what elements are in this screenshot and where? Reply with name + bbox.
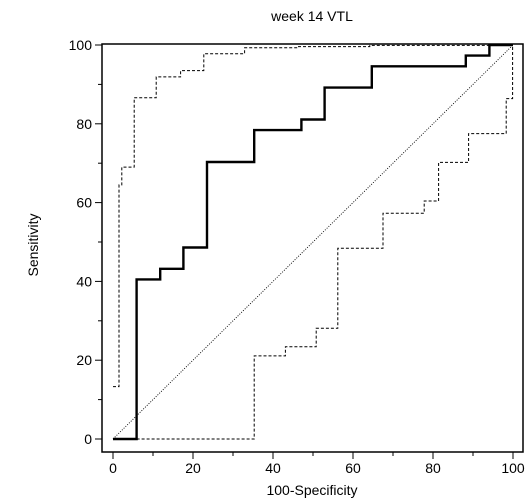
diagonal-reference-line <box>112 44 514 440</box>
y-tick-label: 0 <box>84 431 92 447</box>
x-tick-label: 80 <box>425 460 441 476</box>
y-tick-label: 40 <box>76 273 92 289</box>
plot-frame <box>101 43 524 453</box>
roc-curve <box>113 43 513 441</box>
y-axis-label: Sensitivity <box>25 213 41 276</box>
chart-title: week 14 VTL <box>270 8 353 24</box>
x-tick-label: 100 <box>501 460 525 476</box>
x-axis-label: 100-Specificity <box>266 482 357 498</box>
y-tick-label: 60 <box>76 195 92 211</box>
x-tick-label: 20 <box>185 460 201 476</box>
y-tick-label: 20 <box>76 352 92 368</box>
lower-confidence-bound <box>136 45 514 440</box>
upper-confidence-bound <box>113 44 511 388</box>
y-tick-label: 100 <box>69 37 93 53</box>
x-tick-label: 0 <box>109 460 117 476</box>
x-tick-label: 60 <box>345 460 361 476</box>
x-tick-label: 40 <box>265 460 281 476</box>
series-layer <box>112 43 514 441</box>
y-axis-ticks: 0 20 40 60 80 100 <box>69 37 102 447</box>
x-axis-ticks: 0 20 40 60 80 100 <box>109 452 525 476</box>
y-tick-label: 80 <box>76 116 92 132</box>
